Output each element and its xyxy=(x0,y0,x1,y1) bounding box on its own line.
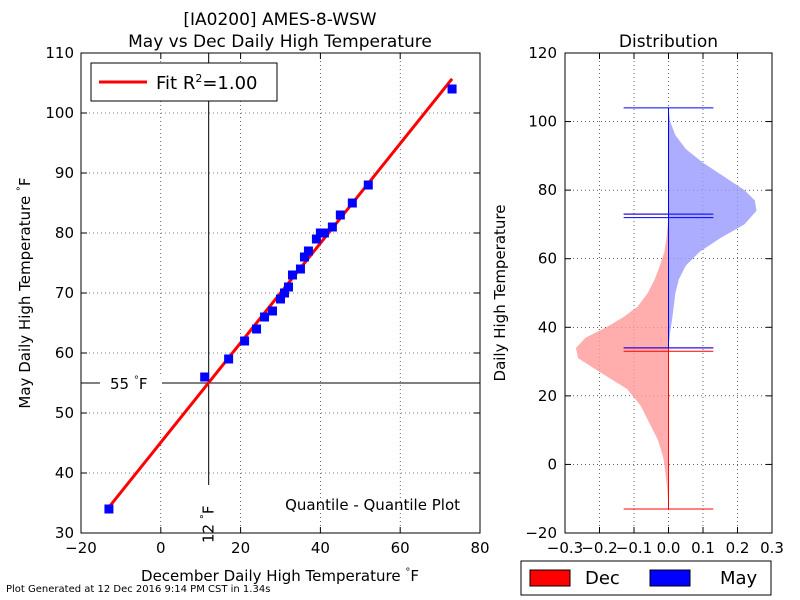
qq-title: [IA0200] AMES-8-WSW xyxy=(183,10,376,30)
dist-ytick-label: 60 xyxy=(538,250,557,268)
qq-point xyxy=(276,294,285,304)
reference-label-55-bg xyxy=(100,374,162,392)
qq-point xyxy=(240,336,250,346)
dist-ytick-label: 100 xyxy=(528,113,557,131)
dist-xtick-label: 0.1 xyxy=(691,539,715,557)
dist-ytick-label: 0 xyxy=(547,455,557,473)
qq-ytick-label: 30 xyxy=(55,524,74,542)
legend-label-dec: Dec xyxy=(585,568,620,589)
distribution-ylabel: Daily High Temperature xyxy=(491,205,509,382)
qq-ytick-label: 110 xyxy=(45,44,74,62)
qq-ytick-label: 40 xyxy=(55,464,74,482)
qq-point xyxy=(303,246,313,256)
dist-xtick-label: −0.3 xyxy=(547,539,583,557)
qq-point xyxy=(283,282,293,292)
qq-xtick-label: 60 xyxy=(391,539,410,557)
qq-point xyxy=(268,306,278,316)
qq-point xyxy=(447,84,457,94)
dist-xtick-label: −0.2 xyxy=(581,539,617,557)
qq-xtick-label: 20 xyxy=(231,539,250,557)
qq-point xyxy=(104,504,114,514)
qq-point xyxy=(363,180,373,190)
plot-generated-footer: Plot Generated at 12 Dec 2016 9:14 PM CS… xyxy=(6,584,271,595)
reference-label-12: 12 °F xyxy=(200,506,218,544)
qq-point xyxy=(295,264,305,274)
qq-ytick-label: 60 xyxy=(55,344,74,362)
violin-may xyxy=(668,107,757,348)
dist-xtick-label: 0.3 xyxy=(760,539,784,557)
dist-xtick-label: 0.2 xyxy=(726,539,750,557)
legend-swatch-may xyxy=(649,569,691,587)
qq-point xyxy=(335,210,345,220)
qq-point xyxy=(287,270,297,280)
qq-xtick-label: 40 xyxy=(311,539,330,557)
qq-xtick-label: 0 xyxy=(156,539,166,557)
qq-point xyxy=(252,324,262,334)
qq-plot-panel: 55 °F 12 °F Quantile - Quantile Plot Fit R2… xyxy=(16,10,490,585)
legend-label-may: May xyxy=(720,568,758,589)
qq-xtick-label: −20 xyxy=(65,539,97,557)
qq-ytick-label: 100 xyxy=(45,104,74,122)
qq-point xyxy=(224,354,234,364)
qq-subtitle: May vs Dec Daily High Temperature xyxy=(128,32,432,52)
qq-point xyxy=(299,252,309,262)
distribution-title: Distribution xyxy=(619,32,718,52)
qq-xlabel: December Daily High Temperature °F xyxy=(141,567,419,585)
qq-legend-fit-label: Fit R2=1.00 xyxy=(156,72,258,94)
qq-ytick-label: 90 xyxy=(55,164,74,182)
dist-ytick-label: 120 xyxy=(528,44,557,62)
dist-ytick-label: 40 xyxy=(538,318,557,336)
qq-ytick-label: 80 xyxy=(55,224,74,242)
qq-ytick-label: 70 xyxy=(55,284,74,302)
qq-ytick-label: 50 xyxy=(55,404,74,422)
qq-point xyxy=(260,312,270,322)
qq-point xyxy=(279,288,289,298)
qq-annotation: Quantile - Quantile Plot xyxy=(285,496,460,514)
dist-ytick-label: −20 xyxy=(525,524,557,542)
dist-xtick-label: 0.0 xyxy=(657,539,681,557)
qq-point xyxy=(311,234,321,244)
qq-point xyxy=(327,222,337,232)
qq-point xyxy=(200,372,210,382)
reference-label-55: 55 °F xyxy=(110,375,148,393)
reference-label-12-bg xyxy=(197,485,220,543)
qq-ylabel: May Daily High Temperature °F xyxy=(16,177,34,408)
dist-ytick-label: 20 xyxy=(538,387,557,405)
qq-point xyxy=(347,198,357,208)
dist-ytick-label: 80 xyxy=(538,181,557,199)
dist-xtick-label: −0.1 xyxy=(616,539,652,557)
legend-swatch-dec xyxy=(529,569,571,587)
qq-xtick-label: 80 xyxy=(470,539,489,557)
violin-dec xyxy=(576,214,669,509)
distribution-panel: −0.3−0.2−0.1 0.0 0.1 0.2 0.3 −20 0 20 40 60 80 100 1… xyxy=(491,32,784,596)
qq-point xyxy=(319,228,329,238)
